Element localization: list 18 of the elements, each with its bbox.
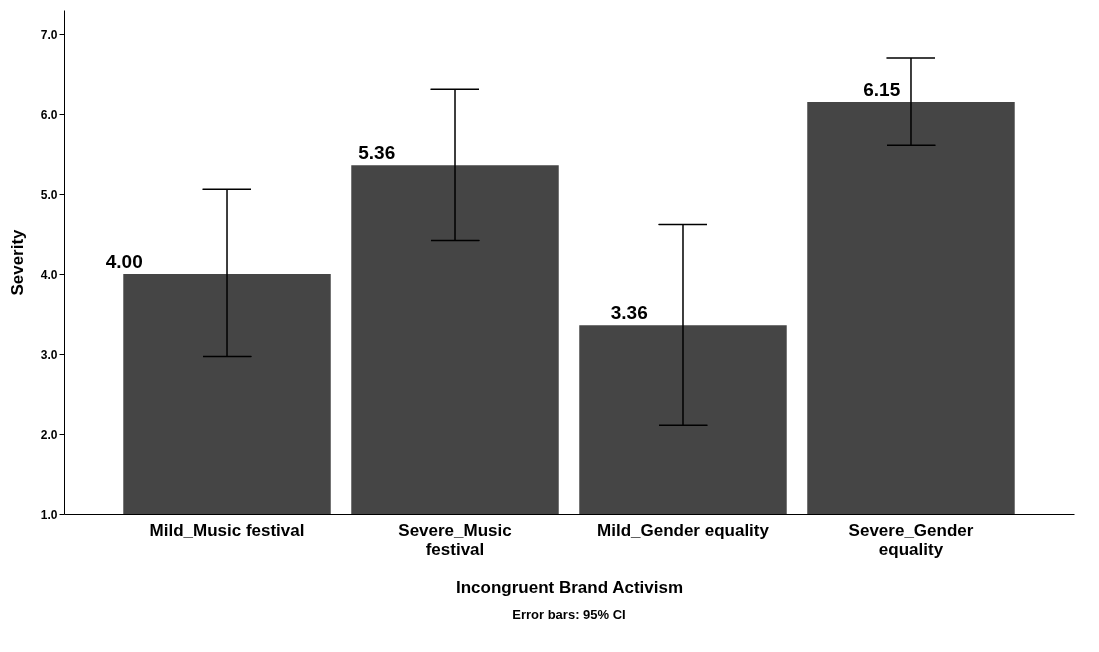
y-axis-title: Severity	[7, 228, 27, 296]
y-tick-label: 3.0	[40, 347, 58, 362]
x-tick-label: Severe_Music festival	[398, 520, 512, 559]
y-tick-label: 1.0	[40, 507, 58, 522]
data-label: 6.15	[863, 79, 901, 100]
data-label: 3.36	[610, 302, 648, 324]
y-tick-label: 6.0	[40, 107, 58, 122]
data-label: 5.36	[358, 142, 396, 164]
data-label: 4.00	[105, 251, 143, 272]
y-tick-label: 5.0	[40, 187, 58, 202]
x-tick-label: Mild_Gender equality	[597, 520, 770, 540]
y-tick-label: 7.0	[40, 27, 58, 42]
x-axis-title: Incongruent Brand Activism	[455, 577, 684, 597]
x-tick-label: Mild_Music festival	[149, 520, 305, 540]
text: Error bars: 95% CI	[512, 607, 626, 622]
x-tick-label: Severe_Gender equality	[848, 520, 974, 559]
y-tick-label: 4.0	[40, 267, 58, 282]
y-tick-label: 2.0	[40, 427, 58, 442]
